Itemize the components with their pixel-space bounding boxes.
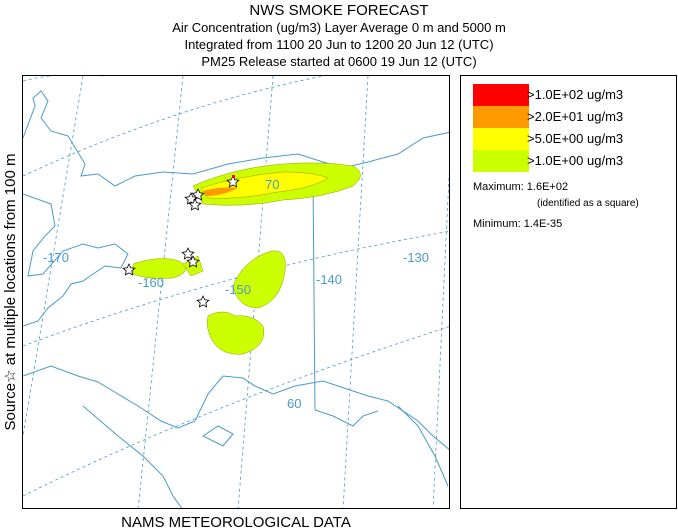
graticule-parallel	[23, 230, 449, 347]
lon-label-150: -150	[225, 282, 251, 297]
graticule-parallel	[23, 326, 449, 497]
legend-swatch	[473, 84, 529, 106]
plume-central	[232, 250, 286, 309]
legend-label: >1.0E+00 ug/m3	[527, 153, 624, 168]
legend-panel: >1.0E+02 ug/m3 >2.0E+01 ug/m3 >5.0E+00 u…	[460, 75, 677, 509]
map-svg: -170 -160 -150 -140 -130 70 60	[23, 76, 449, 508]
source-location-label: Source☆ at multiple locations from 100 m	[2, 153, 19, 431]
lon-label-140: -140	[316, 272, 342, 287]
source-markers	[122, 175, 240, 308]
legend-label: >2.0E+01 ug/m3	[527, 109, 624, 124]
legend-swatch	[473, 150, 529, 172]
map-panel: -170 -160 -150 -140 -130 70 60	[22, 75, 450, 509]
maximum-note: (identified as a square)	[537, 198, 639, 209]
peninsula-coast	[82, 405, 183, 508]
plume-north-mid	[200, 171, 329, 199]
graticule-parallel	[23, 76, 324, 177]
chart-title: NWS SMOKE FORECAST	[249, 2, 429, 19]
legend-swatch	[473, 128, 529, 150]
legend-swatch	[473, 106, 529, 128]
lat-label-60: 60	[287, 396, 301, 411]
graticule-meridian	[342, 76, 369, 508]
map-labels: -170 -160 -150 -140 -130 70 60	[43, 177, 429, 411]
source-star	[188, 198, 202, 211]
graticule-parallel	[23, 76, 103, 82]
legend-label: >1.0E+02 ug/m3	[527, 87, 624, 102]
subtitle-integration-period: Integrated from 1100 20 Jun to 1200 20 J…	[184, 37, 494, 52]
graticule-meridian	[137, 76, 184, 508]
border-line	[312, 175, 316, 411]
graticule-meridian	[23, 76, 84, 437]
south-coast	[23, 365, 449, 450]
lon-label-160: -160	[138, 275, 164, 290]
subtitle-concentration: Air Concentration (ug/m3) Layer Average …	[172, 20, 506, 35]
footer-label: NAMS METEOROLOGICAL DATA	[121, 514, 351, 531]
lat-label-70: 70	[265, 177, 279, 192]
maximum-square	[232, 175, 235, 178]
coastline	[23, 90, 449, 508]
source-star	[196, 295, 210, 308]
border-line	[314, 409, 379, 427]
plume-south	[206, 311, 265, 355]
plume-west	[132, 258, 186, 279]
lon-label-130: -130	[403, 250, 429, 265]
graticule-meridian	[432, 169, 449, 508]
legend-label: >5.0E+00 ug/m3	[527, 131, 624, 146]
source-star	[186, 255, 200, 268]
source-star	[226, 175, 240, 188]
island-coast	[202, 425, 234, 447]
minimum-value: Minimum: 1.4E-35	[473, 218, 563, 230]
maximum-value: Maximum: 1.6E+02	[473, 181, 569, 193]
west-coast	[23, 193, 129, 327]
lon-label-170: -170	[43, 250, 69, 265]
source-star	[181, 247, 195, 260]
panhandle-coast	[397, 405, 449, 487]
source-star	[122, 263, 136, 276]
plume-north-inner	[203, 187, 238, 196]
subtitle-release-start: PM25 Release started at 0600 19 Jun 12 (…	[201, 54, 477, 69]
smoke-plumes	[132, 162, 361, 355]
